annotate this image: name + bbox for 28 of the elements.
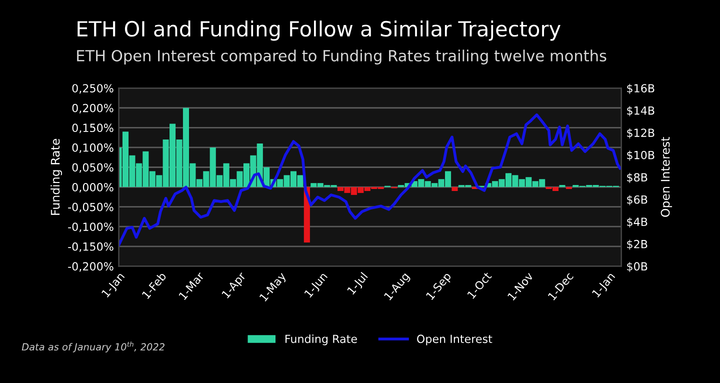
y-tick-label: 0,200% <box>72 104 114 114</box>
y2-axis-title: Open Interest <box>660 137 672 217</box>
y2-tick-label: $10B <box>627 150 654 161</box>
y2-tick-label: $16B <box>627 84 654 94</box>
chart-title: ETH OI and Funding Follow a Similar Trajectory <box>78 20 560 41</box>
y-axis-title: Funding Rate <box>50 138 62 215</box>
text: Data as of January 10$^{th}$, 2022 <box>22 342 164 352</box>
y2-tick-label: $2B <box>627 240 648 250</box>
y2-tick-label: $4B <box>627 217 648 228</box>
y-tick-label: 0,000% <box>72 183 114 193</box>
y-tick-label: 0,250% <box>72 84 114 94</box>
y-tick-label: -0,050% <box>68 202 114 212</box>
y2-tick-label: $0B <box>627 262 648 272</box>
y-tick-label: -0,100% <box>68 222 114 232</box>
y-tick-label: 0,150% <box>72 124 114 134</box>
y-tick-label: -0,200% <box>68 262 114 272</box>
bar <box>452 187 458 191</box>
chart-subtitle: ETH Open Interest compared to Funding Rates trailing twelve months <box>77 50 606 64</box>
legend-label: Funding Rate <box>286 334 357 346</box>
line-series <box>118 113 622 246</box>
y2-tick-label: $6B <box>627 195 648 206</box>
y-tick-label: 0,100% <box>72 143 114 153</box>
legend-label: Open Interest <box>417 334 492 346</box>
y2-tick-label: $8B <box>627 172 648 183</box>
y2-tick-label: $12B <box>627 128 654 138</box>
y-tick-label: 0,050% <box>72 163 114 173</box>
y2-tick-label: $14B <box>627 106 654 116</box>
y-tick-label: -0,150% <box>68 242 114 252</box>
